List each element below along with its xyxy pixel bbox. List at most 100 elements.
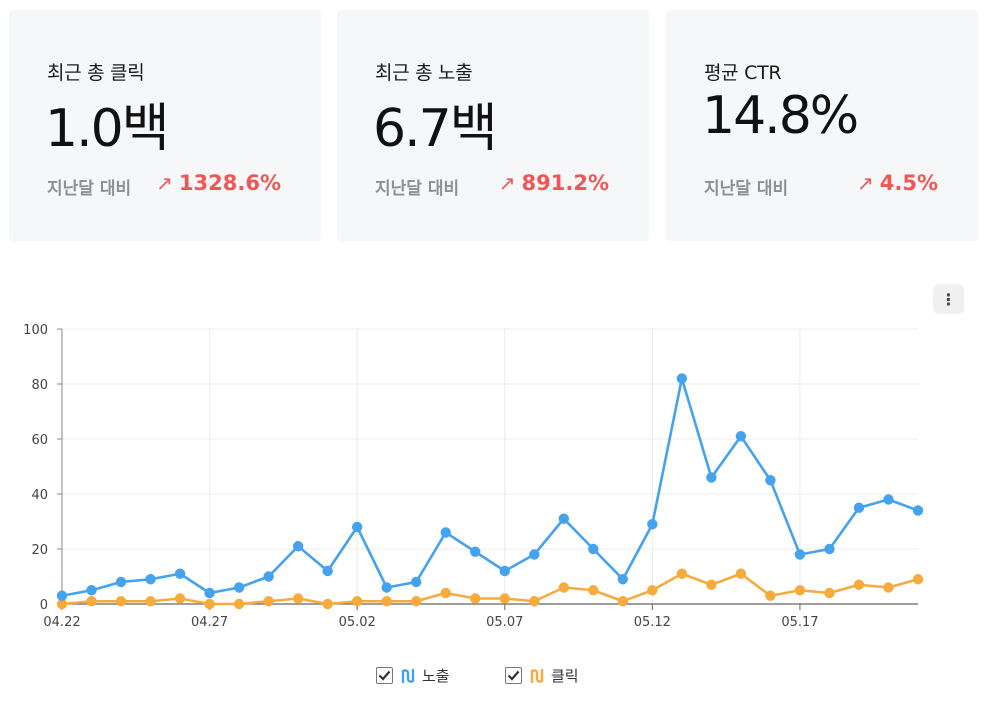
data-point bbox=[588, 585, 599, 596]
trend-up-arrow-icon: ↗ bbox=[156, 171, 173, 195]
chart-axes: 0 20 40 60 80 100 04.22 04.27 05.02 05.07 05.12 05.… bbox=[23, 323, 918, 630]
trend-up-arrow-icon: ↗ bbox=[498, 171, 516, 195]
card-value: 6.7백 bbox=[373, 99, 498, 159]
compare-label: 지난달 대비 bbox=[375, 179, 460, 199]
legend-label: 클릭 bbox=[551, 667, 579, 685]
data-point bbox=[647, 585, 658, 596]
data-point bbox=[765, 475, 776, 486]
compare-value: ↗ 4.5% bbox=[857, 171, 938, 195]
more-options-button[interactable]: ⋮ bbox=[933, 284, 964, 314]
data-point bbox=[617, 596, 629, 607]
data-point bbox=[883, 582, 894, 593]
data-point bbox=[883, 494, 894, 505]
data-point bbox=[351, 521, 363, 533]
card-average-ctr: 평균 CTR 14.8% 지난달 대비 ↗ 4.5% bbox=[666, 10, 978, 241]
data-point bbox=[411, 576, 422, 588]
data-point bbox=[381, 582, 392, 593]
checkmark-icon bbox=[507, 670, 520, 681]
trend-up-arrow-icon: ↗ bbox=[856, 171, 874, 195]
data-point bbox=[233, 598, 245, 610]
legend-item-impressions[interactable]: 노출 bbox=[376, 665, 450, 686]
x-tick-label: 05.07 bbox=[486, 615, 523, 630]
line-series-icon bbox=[401, 668, 415, 683]
data-point bbox=[174, 568, 186, 579]
data-point bbox=[706, 472, 717, 483]
more-vertical-icon: ⋮ bbox=[940, 289, 957, 309]
x-tick-label: 05.02 bbox=[339, 615, 376, 630]
data-point bbox=[204, 587, 215, 599]
y-tick-label: 60 bbox=[31, 433, 48, 448]
data-point bbox=[56, 590, 68, 601]
data-point bbox=[145, 574, 156, 585]
series-clicks bbox=[56, 568, 924, 610]
data-point bbox=[499, 565, 510, 577]
data-point bbox=[263, 571, 274, 582]
data-point bbox=[824, 543, 835, 555]
data-point bbox=[174, 593, 186, 604]
data-point bbox=[499, 593, 510, 604]
data-point bbox=[676, 373, 688, 384]
card-title: 평균 CTR bbox=[704, 62, 782, 84]
x-tick-label: 04.27 bbox=[191, 615, 228, 630]
card-title: 최근 총 클릭 bbox=[47, 62, 145, 84]
compare-value: ↗ 891.2% bbox=[499, 171, 609, 195]
series-line bbox=[61, 572, 919, 606]
data-point bbox=[588, 543, 599, 555]
data-point bbox=[292, 541, 304, 552]
summary-cards: 최근 총 클릭 1.0백 지난달 대비 ↗ 1328.6% 최근 총 노출 6.… bbox=[0, 0, 988, 250]
data-point bbox=[912, 505, 924, 516]
legend-label: 노출 bbox=[422, 667, 450, 685]
x-tick-label: 05.12 bbox=[634, 615, 671, 630]
data-point bbox=[86, 596, 97, 607]
data-point bbox=[351, 596, 363, 607]
data-point bbox=[794, 585, 806, 596]
data-point bbox=[411, 596, 422, 607]
data-point bbox=[470, 546, 481, 557]
compare-percent: 1328.6% bbox=[178, 171, 281, 195]
y-tick-label: 100 bbox=[23, 323, 48, 338]
data-point bbox=[853, 502, 865, 513]
legend-item-clicks[interactable]: 클릭 bbox=[505, 665, 579, 686]
compare-percent: 891.2% bbox=[521, 171, 609, 195]
data-point bbox=[145, 596, 156, 607]
checkmark-icon bbox=[378, 670, 391, 681]
data-point bbox=[558, 582, 569, 593]
legend-checkbox[interactable] bbox=[505, 667, 522, 684]
data-point bbox=[292, 593, 304, 604]
chart-legend: 노출 클릭 bbox=[0, 665, 988, 691]
y-tick-label: 0 bbox=[40, 598, 48, 613]
card-value: 1.0백 bbox=[45, 99, 170, 159]
data-point bbox=[647, 519, 658, 530]
compare-label: 지난달 대비 bbox=[704, 179, 789, 199]
data-point bbox=[322, 598, 333, 610]
line-chart: 0 20 40 60 80 100 04.22 04.27 05.02 05.07 05.12 05.… bbox=[23, 323, 924, 630]
data-point bbox=[529, 549, 540, 560]
card-total-impressions: 최근 총 노출 6.7백 지난달 대비 ↗ 891.2% bbox=[337, 10, 649, 241]
y-tick-label: 40 bbox=[31, 488, 48, 503]
compare-label: 지난달 대비 bbox=[47, 179, 132, 199]
data-point bbox=[263, 596, 274, 607]
data-point bbox=[470, 593, 481, 604]
y-tick-label: 20 bbox=[31, 543, 48, 558]
data-point bbox=[529, 596, 540, 607]
compare-value: ↗ 1328.6% bbox=[156, 171, 281, 195]
legend-checkbox[interactable] bbox=[376, 667, 393, 684]
data-point bbox=[322, 565, 333, 577]
compare-percent: 4.5% bbox=[879, 171, 938, 195]
data-point bbox=[115, 576, 127, 588]
data-point bbox=[853, 579, 865, 590]
data-point bbox=[765, 590, 776, 601]
card-total-clicks: 최근 총 클릭 1.0백 지난달 대비 ↗ 1328.6% bbox=[9, 10, 321, 241]
card-title: 최근 총 노출 bbox=[375, 62, 473, 84]
data-point bbox=[440, 587, 451, 599]
data-point bbox=[617, 574, 629, 585]
card-value: 14.8% bbox=[702, 86, 859, 146]
data-point bbox=[735, 431, 747, 442]
data-point bbox=[233, 582, 245, 593]
x-tick-label: 04.22 bbox=[43, 615, 80, 630]
data-point bbox=[440, 527, 451, 538]
data-point bbox=[56, 598, 68, 610]
data-point bbox=[912, 574, 924, 585]
y-tick-label: 80 bbox=[31, 378, 48, 393]
data-point bbox=[794, 549, 806, 560]
